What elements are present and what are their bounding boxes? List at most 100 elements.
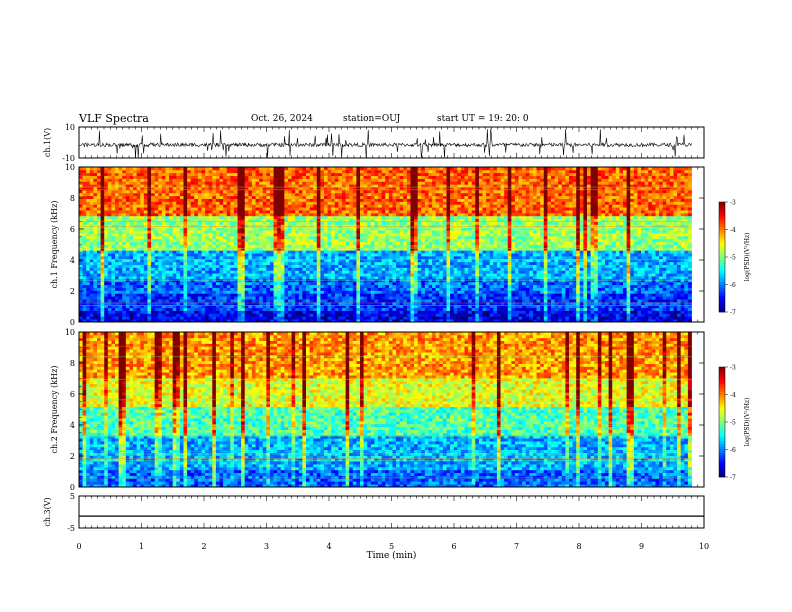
spectrogram-cell bbox=[143, 198, 148, 202]
spectrogram-cell bbox=[324, 189, 328, 194]
spectrogram-cell bbox=[215, 281, 220, 286]
spectrogram-cell bbox=[136, 304, 141, 309]
spectrogram-cell bbox=[201, 307, 206, 311]
spectrogram-cell bbox=[190, 244, 195, 248]
spectrogram-cell bbox=[291, 293, 296, 297]
spectrogram-cell bbox=[324, 218, 328, 222]
spectrogram-cell bbox=[208, 250, 213, 254]
spectrogram-cell bbox=[133, 310, 138, 314]
spectrogram-cell bbox=[165, 244, 170, 248]
spectrogram-cell bbox=[136, 195, 141, 199]
spectrogram-cell bbox=[280, 278, 285, 283]
spectrogram-cell bbox=[241, 221, 246, 225]
spectrogram-cell bbox=[165, 167, 170, 171]
spectrogram-cell bbox=[86, 264, 91, 268]
spectrogram-cell bbox=[352, 235, 357, 240]
spectrogram-cell bbox=[241, 167, 246, 171]
spectrogram-cell bbox=[143, 258, 148, 263]
spectrogram-cell bbox=[324, 304, 328, 309]
spectrogram-cell bbox=[79, 215, 83, 220]
spectrogram-cell bbox=[183, 301, 188, 306]
spectrogram-cell bbox=[104, 270, 109, 274]
spectrogram-cell bbox=[190, 224, 195, 228]
spectrogram-cell bbox=[291, 255, 296, 260]
spectrogram-cell bbox=[284, 316, 289, 320]
spectrogram-cell bbox=[133, 198, 138, 202]
spectrogram-cell bbox=[147, 281, 152, 286]
spectrogram-cell bbox=[183, 276, 188, 280]
spectrogram-cell bbox=[313, 250, 318, 254]
spectrogram-cell bbox=[342, 255, 347, 260]
spectrogram-cell bbox=[104, 301, 109, 306]
spectrogram-cell bbox=[331, 290, 336, 294]
spectrogram-cell bbox=[190, 221, 195, 225]
spectrogram-cell bbox=[172, 301, 177, 306]
spectrogram-cell bbox=[313, 281, 318, 286]
spectrogram-cell bbox=[334, 278, 339, 283]
spectrogram-cell bbox=[183, 281, 188, 286]
spectrogram-cell bbox=[129, 238, 134, 243]
spectrogram-cell bbox=[269, 290, 274, 294]
spectrogram-cell bbox=[183, 184, 188, 188]
spectrogram-cell bbox=[201, 296, 206, 300]
spectrogram-cell bbox=[115, 178, 120, 182]
spectrogram-cell bbox=[313, 167, 318, 171]
spectrogram-cell bbox=[273, 227, 278, 231]
spectrogram-cell bbox=[169, 255, 174, 260]
spectrogram-cell bbox=[251, 238, 256, 243]
spectrogram-cell bbox=[86, 250, 91, 254]
spectrogram-cell bbox=[309, 258, 314, 263]
spectrogram-cell bbox=[125, 224, 130, 228]
spectrogram-cell bbox=[302, 255, 307, 260]
spectrogram-cell bbox=[305, 316, 310, 320]
spectrogram-cell bbox=[118, 233, 123, 237]
spectrogram-cell bbox=[151, 278, 156, 283]
spectrogram-cell bbox=[215, 167, 220, 171]
spectrogram-cell bbox=[93, 278, 98, 283]
spectrogram-cell bbox=[320, 227, 325, 231]
spectrogram-cell bbox=[273, 224, 278, 228]
spectrogram-cell bbox=[161, 313, 166, 317]
spectrogram-cell bbox=[305, 218, 310, 222]
spectrogram-cell bbox=[115, 181, 120, 185]
spectrogram-cell bbox=[187, 233, 192, 237]
spectrogram-cell bbox=[305, 189, 310, 194]
spectrogram-cell bbox=[125, 261, 130, 265]
spectrogram-cell bbox=[82, 227, 87, 231]
spectrogram-cell bbox=[284, 189, 289, 194]
spectrogram-cell bbox=[122, 316, 127, 320]
spectrogram-cell bbox=[349, 204, 354, 208]
spectrogram-cell bbox=[86, 210, 91, 214]
spectrogram-cell bbox=[320, 167, 325, 171]
spectrogram-cell bbox=[158, 299, 163, 303]
spectrogram-cell bbox=[233, 253, 238, 257]
spectrogram-cell bbox=[233, 278, 238, 283]
spectrogram-cell bbox=[82, 178, 87, 182]
spectrogram-cell bbox=[107, 290, 112, 294]
spectrogram-cell bbox=[205, 301, 210, 306]
spectrogram-cell bbox=[115, 267, 120, 271]
spectrogram-cell bbox=[287, 296, 292, 300]
spectrogram-cell bbox=[241, 187, 246, 191]
spectrogram-cell bbox=[125, 175, 130, 179]
spectrogram-cell bbox=[251, 304, 256, 309]
spectrogram-cell bbox=[233, 212, 238, 217]
spectrogram-cell bbox=[327, 207, 332, 211]
spectrogram-cell bbox=[111, 313, 116, 317]
spectrogram-cell bbox=[115, 258, 120, 263]
spectrogram-cell bbox=[111, 273, 116, 277]
spectrogram-cell bbox=[158, 184, 163, 188]
spectrogram-cell bbox=[125, 207, 130, 211]
spectrogram-cell bbox=[179, 304, 184, 309]
spectrogram-cell bbox=[147, 284, 152, 288]
spectrogram-cell bbox=[133, 244, 138, 248]
spectrogram-cell bbox=[172, 184, 177, 188]
spectrogram-cell bbox=[111, 253, 116, 257]
spectrogram-cell bbox=[118, 218, 123, 222]
spectrogram-cell bbox=[197, 250, 202, 254]
spectrogram-cell bbox=[298, 278, 303, 283]
spectrogram-cell bbox=[338, 212, 343, 217]
spectrogram-cell bbox=[215, 198, 220, 202]
spectrogram-cell bbox=[201, 270, 206, 274]
spectrogram-cell bbox=[129, 184, 134, 188]
